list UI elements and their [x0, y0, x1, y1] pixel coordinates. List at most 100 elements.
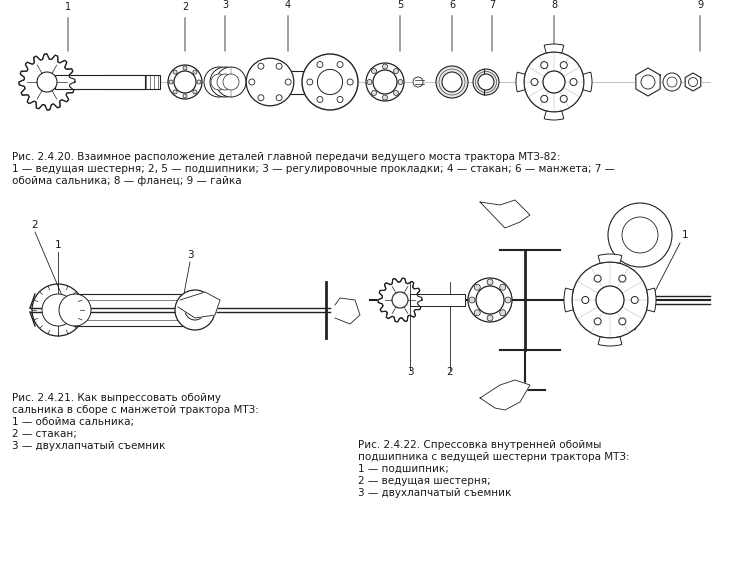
- Bar: [55, 75, 145, 89]
- Circle shape: [174, 71, 196, 93]
- Text: 1 — обойма сальника;: 1 — обойма сальника;: [12, 417, 134, 427]
- Wedge shape: [598, 254, 622, 263]
- Circle shape: [337, 96, 343, 103]
- Wedge shape: [516, 72, 525, 92]
- Circle shape: [398, 80, 403, 84]
- Text: 2 — ведущая шестерня;: 2 — ведущая шестерня;: [358, 476, 491, 486]
- Circle shape: [436, 66, 468, 98]
- Circle shape: [541, 62, 548, 69]
- Circle shape: [337, 62, 343, 68]
- Circle shape: [473, 69, 499, 95]
- Text: Рис. 2.4.20. Взаимное расположение деталей главной передачи ведущего моста тракт: Рис. 2.4.20. Взаимное расположение детал…: [12, 152, 561, 162]
- Circle shape: [258, 63, 264, 69]
- Circle shape: [543, 71, 565, 93]
- Circle shape: [372, 69, 377, 73]
- Circle shape: [474, 284, 480, 290]
- Circle shape: [318, 69, 342, 95]
- Circle shape: [474, 310, 480, 316]
- Circle shape: [393, 91, 399, 95]
- Circle shape: [347, 79, 353, 85]
- Circle shape: [442, 72, 462, 92]
- Text: 2: 2: [182, 2, 188, 51]
- Circle shape: [383, 64, 388, 69]
- Circle shape: [596, 286, 624, 314]
- Circle shape: [392, 292, 408, 308]
- Circle shape: [373, 70, 397, 94]
- Text: сальника в сборе с манжетой трактора МТЗ:: сальника в сборе с манжетой трактора МТЗ…: [12, 405, 258, 415]
- Circle shape: [317, 96, 323, 103]
- Circle shape: [622, 217, 658, 253]
- Text: Рис. 2.4.21. Как выпрессовать обойму: Рис. 2.4.21. Как выпрессовать обойму: [12, 393, 221, 403]
- Circle shape: [285, 79, 291, 85]
- Circle shape: [173, 70, 177, 74]
- Circle shape: [193, 90, 197, 94]
- Text: 3 — двухлапчатый съемник: 3 — двухлапчатый съемник: [358, 488, 512, 498]
- Circle shape: [594, 275, 601, 282]
- Text: 3 — двухлапчатый съемник: 3 — двухлапчатый съемник: [12, 441, 166, 451]
- Circle shape: [476, 286, 504, 314]
- Circle shape: [619, 275, 626, 282]
- Circle shape: [594, 318, 601, 325]
- Circle shape: [505, 297, 511, 303]
- Circle shape: [570, 78, 577, 85]
- Circle shape: [631, 297, 638, 304]
- Circle shape: [276, 95, 282, 101]
- Circle shape: [249, 79, 255, 85]
- Circle shape: [372, 91, 377, 95]
- Circle shape: [183, 94, 187, 98]
- Circle shape: [185, 300, 205, 320]
- Circle shape: [560, 95, 567, 102]
- Circle shape: [641, 75, 655, 89]
- Text: 9: 9: [697, 0, 703, 51]
- Bar: [410, 295, 465, 305]
- Circle shape: [541, 95, 548, 102]
- Bar: [105, 75, 160, 89]
- Text: Рис. 2.4.22. Спрессовка внутренней обоймы: Рис. 2.4.22. Спрессовка внутренней обойм…: [358, 440, 602, 450]
- Circle shape: [276, 63, 282, 69]
- Circle shape: [204, 67, 234, 97]
- Circle shape: [246, 58, 293, 106]
- Circle shape: [608, 203, 672, 267]
- Circle shape: [367, 80, 372, 84]
- Circle shape: [560, 62, 567, 69]
- Circle shape: [197, 80, 201, 84]
- Wedge shape: [598, 337, 622, 346]
- Circle shape: [258, 95, 264, 101]
- Wedge shape: [647, 288, 656, 312]
- Text: 6: 6: [449, 0, 455, 51]
- Bar: [410, 294, 465, 306]
- Circle shape: [500, 284, 506, 290]
- Polygon shape: [335, 298, 360, 324]
- Wedge shape: [544, 111, 564, 120]
- Polygon shape: [19, 54, 75, 110]
- Circle shape: [307, 79, 313, 85]
- Text: 2: 2: [31, 220, 38, 230]
- Circle shape: [317, 62, 323, 68]
- Text: 5: 5: [397, 0, 403, 51]
- Circle shape: [59, 294, 91, 326]
- Circle shape: [487, 315, 493, 321]
- Text: 2: 2: [447, 367, 453, 377]
- Polygon shape: [378, 278, 422, 322]
- Circle shape: [667, 77, 677, 87]
- Text: 1 — ведущая шестерня; 2, 5 — подшипники; 3 — регулировочные прокладки; 4 — стака: 1 — ведущая шестерня; 2, 5 — подшипники;…: [12, 164, 615, 174]
- Text: 1 — подшипник;: 1 — подшипник;: [358, 464, 449, 474]
- Circle shape: [500, 310, 506, 316]
- Circle shape: [393, 69, 399, 73]
- Polygon shape: [685, 73, 701, 91]
- Wedge shape: [544, 44, 564, 53]
- Circle shape: [663, 73, 681, 91]
- Text: подшипника с ведущей шестерни трактора МТЗ:: подшипника с ведущей шестерни трактора М…: [358, 452, 629, 462]
- Circle shape: [175, 290, 215, 330]
- Circle shape: [478, 74, 494, 90]
- Circle shape: [468, 278, 512, 322]
- Text: 2 — стакан;: 2 — стакан;: [12, 429, 77, 439]
- Text: 1: 1: [55, 240, 61, 250]
- Circle shape: [168, 65, 202, 99]
- Polygon shape: [480, 380, 530, 410]
- Circle shape: [32, 284, 84, 336]
- Text: 1: 1: [65, 2, 71, 51]
- Circle shape: [173, 90, 177, 94]
- Text: обойма сальника; 8 — фланец; 9 — гайка: обойма сальника; 8 — фланец; 9 — гайка: [12, 176, 242, 186]
- Text: 7: 7: [489, 0, 495, 51]
